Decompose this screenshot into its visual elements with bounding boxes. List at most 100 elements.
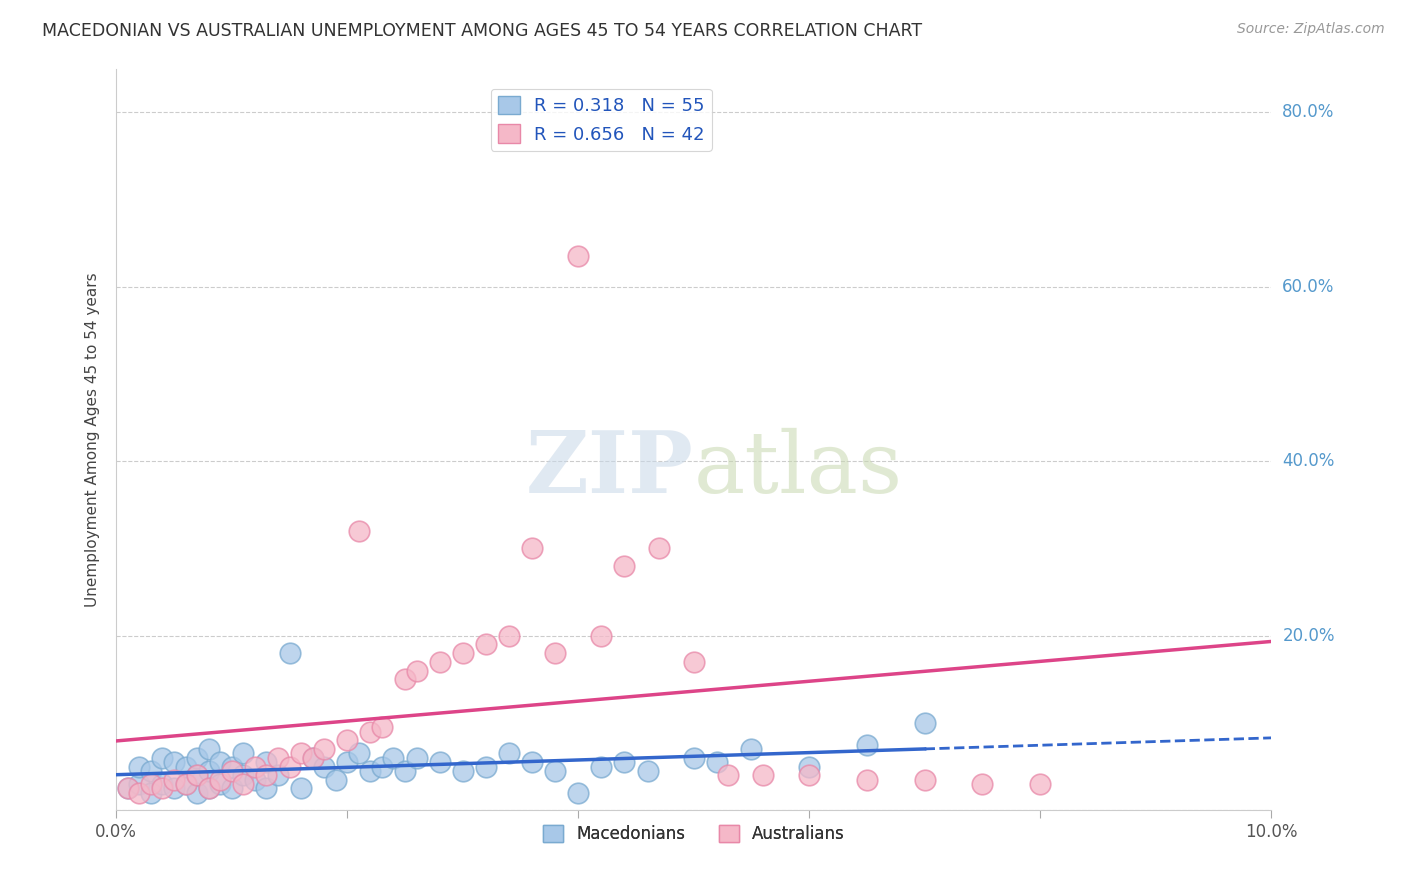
Point <box>139 764 162 778</box>
Point <box>394 672 416 686</box>
Point <box>359 764 381 778</box>
Legend: Macedonians, Australians: Macedonians, Australians <box>536 819 851 850</box>
Point <box>139 777 162 791</box>
Point <box>152 777 174 791</box>
Point <box>232 768 254 782</box>
Text: 20.0%: 20.0% <box>1282 627 1334 645</box>
Point <box>139 786 162 800</box>
Point <box>856 772 879 787</box>
Point <box>163 772 186 787</box>
Point <box>1029 777 1052 791</box>
Point <box>475 759 498 773</box>
Point <box>314 759 336 773</box>
Point <box>221 759 243 773</box>
Point <box>347 747 370 761</box>
Point <box>197 742 219 756</box>
Point <box>405 751 427 765</box>
Point <box>591 629 613 643</box>
Point <box>267 751 290 765</box>
Point <box>209 772 232 787</box>
Point <box>128 786 150 800</box>
Point <box>972 777 994 791</box>
Point <box>186 786 208 800</box>
Point <box>278 759 301 773</box>
Point <box>613 755 636 769</box>
Point <box>544 764 567 778</box>
Point <box>856 738 879 752</box>
Point <box>648 541 671 556</box>
Point <box>799 768 821 782</box>
Point <box>544 646 567 660</box>
Point <box>254 781 277 796</box>
Point <box>498 747 520 761</box>
Point <box>451 764 474 778</box>
Point <box>451 646 474 660</box>
Text: Source: ZipAtlas.com: Source: ZipAtlas.com <box>1237 22 1385 37</box>
Point <box>371 759 394 773</box>
Point <box>128 777 150 791</box>
Point <box>717 768 740 782</box>
Point <box>682 655 704 669</box>
Point <box>799 759 821 773</box>
Point <box>429 755 451 769</box>
Point <box>359 724 381 739</box>
Point <box>914 715 936 730</box>
Point <box>336 733 359 747</box>
Text: atlas: atlas <box>693 427 903 510</box>
Point <box>591 759 613 773</box>
Point <box>232 777 254 791</box>
Point <box>382 751 405 765</box>
Y-axis label: Unemployment Among Ages 45 to 54 years: Unemployment Among Ages 45 to 54 years <box>86 272 100 607</box>
Point <box>254 768 277 782</box>
Point <box>197 781 219 796</box>
Point <box>186 768 208 782</box>
Point <box>613 558 636 573</box>
Point <box>174 759 197 773</box>
Point <box>209 755 232 769</box>
Text: 60.0%: 60.0% <box>1282 277 1334 295</box>
Point <box>498 629 520 643</box>
Point <box>186 768 208 782</box>
Text: 80.0%: 80.0% <box>1282 103 1334 121</box>
Point <box>405 664 427 678</box>
Text: ZIP: ZIP <box>526 427 693 511</box>
Point <box>152 751 174 765</box>
Point <box>301 751 323 765</box>
Point <box>752 768 775 782</box>
Point <box>117 781 139 796</box>
Point <box>336 755 359 769</box>
Point <box>174 777 197 791</box>
Point <box>152 781 174 796</box>
Point <box>221 764 243 778</box>
Point <box>682 751 704 765</box>
Point <box>186 751 208 765</box>
Point <box>221 781 243 796</box>
Point <box>520 755 543 769</box>
Point <box>314 742 336 756</box>
Text: MACEDONIAN VS AUSTRALIAN UNEMPLOYMENT AMONG AGES 45 TO 54 YEARS CORRELATION CHAR: MACEDONIAN VS AUSTRALIAN UNEMPLOYMENT AM… <box>42 22 922 40</box>
Point <box>290 747 312 761</box>
Point <box>914 772 936 787</box>
Point <box>520 541 543 556</box>
Point <box>163 781 186 796</box>
Point <box>740 742 762 756</box>
Point <box>567 249 589 263</box>
Point <box>278 646 301 660</box>
Point <box>567 786 589 800</box>
Point <box>290 781 312 796</box>
Point <box>243 759 266 773</box>
Point <box>117 781 139 796</box>
Point <box>254 755 277 769</box>
Point <box>475 637 498 651</box>
Point <box>232 747 254 761</box>
Point <box>429 655 451 669</box>
Point <box>371 720 394 734</box>
Text: 40.0%: 40.0% <box>1282 452 1334 470</box>
Point <box>128 759 150 773</box>
Point <box>267 768 290 782</box>
Point <box>347 524 370 538</box>
Point <box>163 755 186 769</box>
Point <box>325 772 347 787</box>
Point <box>243 772 266 787</box>
Point <box>174 777 197 791</box>
